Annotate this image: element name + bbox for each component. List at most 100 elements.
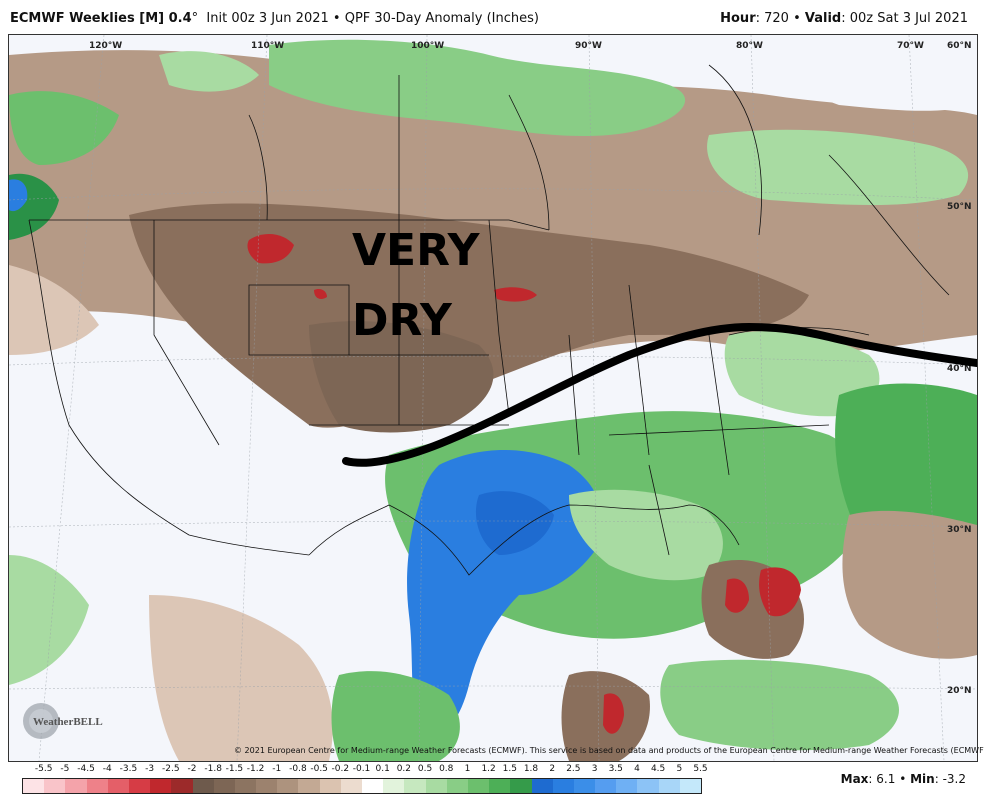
map-panel: 120°W 110°W 100°W 90°W 80°W 70°W 60°N 50… [8, 34, 978, 762]
political-borders [28, 64, 950, 576]
colorbar-label: 0.1 [375, 764, 390, 774]
florida-red-2 [759, 567, 801, 617]
colorbar-swatch [128, 779, 151, 793]
max-label: Max [840, 772, 869, 786]
colorbar-swatch [616, 779, 638, 793]
colorbar-label: 2.5 [566, 764, 581, 774]
colorbar-label: -0.8 [289, 764, 307, 774]
colorbar-label: -0.1 [352, 764, 371, 774]
model-name: ECMWF Weeklies [M] 0.4 [10, 11, 192, 26]
colorbar-swatch [467, 779, 490, 793]
north-light [789, 45, 977, 111]
colorbar-label: -1 [272, 764, 282, 774]
map-title: ECMWF Weeklies [M] 0.4° Init 00z 3 Jun 2… [10, 11, 539, 26]
colorbar-swatch [171, 779, 193, 793]
west-light [9, 332, 299, 615]
lon-label-70w: 70°W [897, 41, 924, 51]
gulf-heavy-wet [407, 450, 603, 738]
pnw-blue [9, 179, 28, 212]
lon-label-120w: 120°W [89, 41, 122, 51]
colorbar-label: -0.5 [310, 764, 328, 774]
lat-label-30n: 30°N [947, 525, 972, 535]
colorbar-label: 1 [464, 764, 471, 774]
colorbar-label: 4.5 [650, 764, 666, 774]
colorbar-swatches [22, 778, 702, 794]
product-name: QPF 30-Day Anomaly (Inches) [344, 11, 539, 26]
colorbar-swatch [404, 779, 426, 793]
valid-label: Valid [804, 11, 842, 26]
florida-red-1 [725, 578, 749, 613]
colorbar-label: -2 [187, 764, 197, 774]
colorbar-label: -0.2 [331, 764, 350, 774]
valid-value: : 00z Sat 3 Jul 2021 [841, 11, 968, 26]
colorbar-swatch [256, 779, 278, 793]
north-green-3 [9, 91, 119, 165]
colorbar-label: -4.5 [77, 764, 95, 774]
colorbar-swatch [425, 779, 447, 793]
colorbar-label: 2 [549, 764, 556, 774]
southeast-lightgreen [569, 489, 723, 581]
colorbar-swatch [86, 779, 108, 793]
dry-spot-iowa [494, 287, 537, 302]
west-coast-dry [9, 265, 99, 355]
colorbar-label: -5.5 [34, 764, 53, 774]
max-min-readout: Max: 6.1 • Min: -3.2 [841, 772, 966, 786]
front-line [342, 322, 977, 467]
min-label: Min [910, 772, 935, 786]
colorbar-swatch [319, 779, 341, 793]
colorbar-swatch [446, 779, 468, 793]
colorbar-label: -3.5 [119, 764, 138, 774]
colorbar-swatch [44, 779, 66, 793]
lat-label-50n: 50°N [947, 202, 972, 212]
anomaly-map: 120°W 110°W 100°W 90°W 80°W 70°W 60°N 50… [9, 35, 977, 761]
colorbar-swatch [637, 779, 659, 793]
colorbar-label: -1.8 [204, 764, 222, 774]
colorbar-swatch [298, 779, 320, 793]
colorbar-swatch [234, 779, 257, 793]
mexico-dry [149, 595, 333, 761]
lon-label-100w: 100°W [411, 41, 444, 51]
colorbar-label: -5 [60, 764, 70, 774]
hour-value: : 720 [755, 11, 789, 26]
weatherbell-logo: WeatherBELL [23, 703, 103, 739]
colorbar-label: 3.5 [608, 764, 623, 774]
colorbar-label: -2.5 [162, 764, 180, 774]
colorbar-swatch [573, 779, 596, 793]
dry-spot-montana [247, 233, 294, 264]
separator: • [793, 11, 801, 26]
colorbar: -5.5 -5 -4.5 -4 -3.5 -3 -2.5 -2 -1.8 -1.5 -1.2 -1 -0… [22, 764, 708, 804]
colorbar-label: 4 [634, 764, 640, 774]
colorbar-swatch [531, 779, 553, 793]
map-header: ECMWF Weeklies [M] 0.4° Init 00z 3 Jun 2… [0, 0, 984, 34]
degree-symbol: ° [191, 11, 199, 26]
colorbar-label: 1.5 [502, 764, 517, 774]
colorbar-swatch [107, 779, 129, 793]
atlantic-dry [842, 510, 977, 659]
max-value: : 6.1 [868, 772, 896, 786]
colorbar-swatch [658, 779, 680, 793]
lon-label-80w: 80°W [736, 41, 763, 51]
colorbar-swatch [383, 779, 405, 793]
colorbar-label: 0.8 [439, 764, 454, 774]
colorbar-label: 0.5 [417, 764, 433, 774]
colorbar-swatch [552, 779, 574, 793]
plains-dry [309, 321, 494, 433]
separator: • [899, 772, 907, 786]
colorbar-swatch [340, 779, 362, 793]
north-green-2 [707, 129, 969, 205]
colorbar-swatch [595, 779, 617, 793]
init-time: Init 00z 3 Jun 2021 [206, 11, 329, 26]
gulf-heavy-core [475, 491, 554, 555]
pacific-green [9, 555, 89, 685]
lon-label-90w: 90°W [575, 41, 602, 51]
colorbar-swatch [192, 779, 214, 793]
north-green-4 [159, 51, 259, 92]
colorbar-label: -1.2 [246, 764, 265, 774]
annotation-dry: DRY [352, 295, 453, 346]
colorbar-label: -3 [145, 764, 155, 774]
colorbar-label: -1.5 [225, 764, 244, 774]
dry-spot-wyoming [314, 288, 327, 299]
caribbean-green [660, 659, 899, 751]
logo-text: WeatherBELL [33, 716, 103, 728]
colorbar-swatch [150, 779, 172, 793]
